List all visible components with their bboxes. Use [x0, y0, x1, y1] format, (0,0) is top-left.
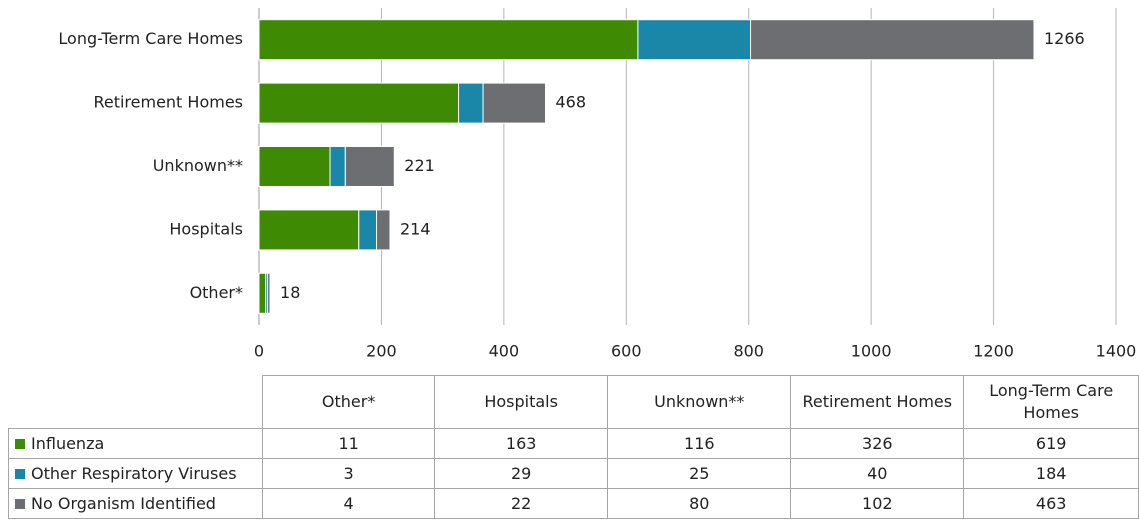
- table-value: 11: [262, 428, 435, 459]
- legend-swatch: [15, 499, 25, 509]
- bar-segment: [458, 82, 484, 124]
- total-label: 221: [404, 156, 435, 175]
- column-header: Unknown**: [607, 375, 792, 429]
- x-tick-label: 0: [254, 342, 264, 361]
- chart: 0 200 400 600 800 1000 1200 1400 Other* 18 Hospita…: [58, 8, 1137, 361]
- table-value: 25: [607, 458, 792, 489]
- table-value: 29: [433, 458, 609, 489]
- column-header: Other*: [262, 375, 435, 429]
- bar-segment: [258, 82, 460, 124]
- y-tick-label: Long-Term Care Homes: [58, 29, 243, 48]
- column-header: Long-Term Care Homes: [963, 375, 1139, 429]
- legend-swatch: [15, 439, 25, 449]
- y-tick-label: Retirement Homes: [93, 93, 243, 112]
- legend-label: No Organism Identified: [31, 494, 216, 513]
- row-header: No Organism Identified: [7, 488, 264, 519]
- legend-label: Influenza: [31, 434, 105, 453]
- table-value: 463: [963, 488, 1139, 519]
- bar-segment: [376, 209, 391, 251]
- x-tick-label: 1400: [1096, 342, 1137, 361]
- y-tick-label: Hospitals: [169, 219, 243, 238]
- bar-segment: [258, 209, 360, 251]
- x-tick-label: 400: [489, 342, 520, 361]
- bar-segment: [358, 209, 378, 251]
- column-header: Retirement Homes: [790, 375, 965, 429]
- bar-segment: [258, 19, 639, 61]
- bar-segment: [258, 146, 331, 187]
- x-tick-label: 200: [366, 342, 397, 361]
- table-value: 619: [963, 428, 1139, 459]
- table-value: 116: [607, 428, 792, 459]
- bar-segment: [750, 19, 1035, 61]
- data-table: Other* Hospitals Unknown** Retirement Homes…: [7, 375, 1139, 519]
- x-tick-label: 600: [611, 342, 642, 361]
- bar-segment: [637, 19, 752, 61]
- legend-label: Other Respiratory Viruses: [31, 464, 237, 483]
- table-value: 3: [262, 458, 435, 489]
- row-header: Influenza: [7, 428, 264, 459]
- table-value: 40: [790, 458, 965, 489]
- row-header: Other Respiratory Viruses: [7, 458, 264, 489]
- table-value: 80: [607, 488, 792, 519]
- total-label: 1266: [1044, 29, 1085, 48]
- total-label: 18: [280, 283, 300, 302]
- table-value: 102: [790, 488, 965, 519]
- x-tick-label: 1200: [973, 342, 1014, 361]
- table-value: 22: [433, 488, 609, 519]
- legend-swatch: [15, 469, 25, 479]
- table-value: 184: [963, 458, 1139, 489]
- y-tick-label: Unknown**: [153, 156, 243, 175]
- bar-segment: [329, 146, 346, 187]
- bar-segment: [482, 82, 546, 124]
- table-value: 4: [262, 488, 435, 519]
- y-tick-label: Other*: [190, 283, 243, 302]
- x-tick-label: 1000: [851, 342, 892, 361]
- total-label: 214: [400, 219, 431, 238]
- bar-segment: [344, 146, 395, 187]
- bar-segment: [258, 272, 267, 314]
- table-value: 163: [433, 428, 609, 459]
- column-header: Hospitals: [433, 375, 609, 429]
- corner-cell: [8, 375, 264, 429]
- x-tick-label: 800: [733, 342, 764, 361]
- table-value: 326: [790, 428, 965, 459]
- bar-segment: [267, 272, 271, 314]
- total-label: 468: [555, 93, 586, 112]
